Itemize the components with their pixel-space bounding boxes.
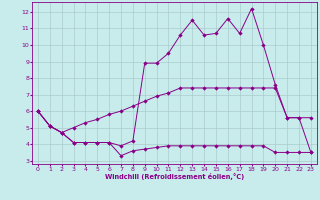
- X-axis label: Windchill (Refroidissement éolien,°C): Windchill (Refroidissement éolien,°C): [105, 173, 244, 180]
